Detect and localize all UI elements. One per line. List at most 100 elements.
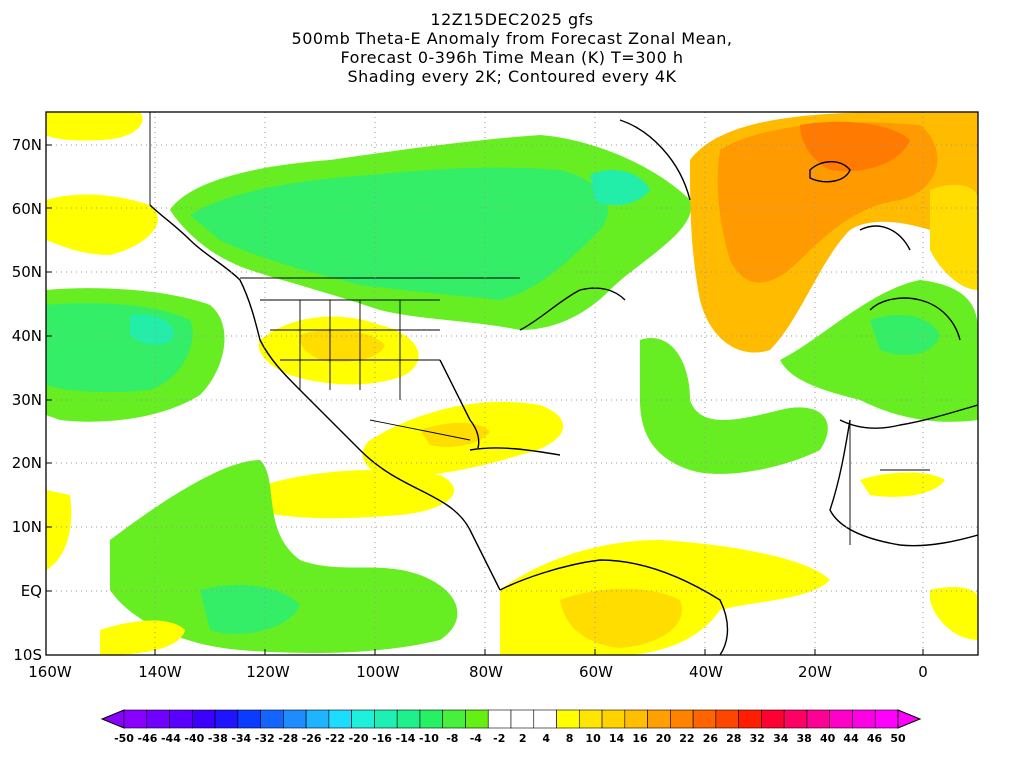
colorbar-tick-label: -26 — [302, 732, 322, 745]
colorbar-swatch — [783, 709, 808, 729]
lon-label: 100W — [356, 663, 400, 681]
colorbar-swatch — [715, 709, 739, 729]
colorbar-tick-label: -16 — [372, 732, 392, 745]
colorbar-swatch — [874, 709, 899, 729]
colorbar-tick-label: 34 — [773, 732, 789, 745]
colorbar-swatch — [510, 709, 535, 729]
lon-label: 0 — [918, 663, 928, 681]
colorbar-swatch — [852, 709, 876, 729]
atlantic-negative-band — [640, 338, 828, 474]
colorbar-swatch — [260, 709, 284, 729]
colorbar-tick-label: -46 — [138, 732, 158, 745]
colorbar-labels: -50 -46 -44 -40 -38 -34 -32 -28 -26 -22 -20 -16 -14-… — [114, 732, 906, 745]
gulf-core-anomaly — [420, 422, 490, 447]
colorbar-swatch — [761, 709, 785, 729]
lat-label: 60N — [12, 200, 42, 218]
political-boundaries — [149, 112, 930, 545]
colorbar-tick-label: 40 — [820, 732, 836, 745]
colorbar-tick-label: 22 — [679, 732, 694, 745]
colorbar-tick-label: 2 — [519, 732, 527, 745]
west-edge-positive — [46, 490, 72, 570]
colorbar-tick-label: 4 — [542, 732, 550, 745]
north-atlantic-peak — [800, 121, 910, 172]
graticule — [46, 112, 978, 655]
colorbar-swatch — [442, 709, 466, 729]
lat-label: 30N — [12, 391, 42, 409]
colorbar-swatch — [624, 709, 648, 729]
colorbar-swatch — [487, 709, 512, 729]
colorbar-swatch — [578, 709, 603, 729]
colorbar-tick-label: -4 — [470, 732, 483, 745]
colorbar-swatch — [283, 709, 307, 729]
colorbar-tick-label: -34 — [231, 732, 251, 745]
lon-label: 60W — [579, 663, 613, 681]
colorbar-tick-label: 10 — [585, 732, 601, 745]
colorbar-tick-label: 16 — [632, 732, 648, 745]
title-contour-info: Shading every 2K; Contoured every 4K — [347, 67, 677, 86]
colorbar-swatch — [374, 709, 398, 729]
colorbar-tick-label: -40 — [184, 732, 204, 745]
colorbar-tick-label: -22 — [325, 732, 345, 745]
labrador-anomaly — [590, 170, 650, 206]
tropical-yellow-band — [250, 470, 455, 519]
lat-ticks — [46, 144, 52, 592]
lat-label: 40N — [12, 327, 42, 345]
colorbar — [100, 709, 922, 729]
colorbar-tick-label: -10 — [419, 732, 439, 745]
europe-positive-edge — [930, 184, 978, 290]
lon-label: 20W — [798, 663, 832, 681]
colorbar-tick-label: -20 — [349, 732, 369, 745]
arctic-positive-anomaly — [46, 112, 143, 141]
colorbar-tick-label: 8 — [566, 732, 574, 745]
colorbar-min-arrow — [100, 709, 125, 729]
colorbar-tick-label: 50 — [890, 732, 906, 745]
colorbar-tick-label: -14 — [396, 732, 416, 745]
canada-core-anomaly — [190, 167, 608, 300]
colorbar-tick-label: 32 — [750, 732, 765, 745]
colorbar-swatch — [305, 709, 330, 729]
title-date-model: 12Z15DEC2025 gfs — [430, 10, 594, 29]
colorbar-tick-label: 38 — [797, 732, 812, 745]
colorbar-swatch — [123, 709, 148, 729]
lat-label: 70N — [12, 136, 42, 154]
lat-label: 10N — [12, 518, 42, 536]
lat-label: 20N — [12, 454, 42, 472]
colorbar-swatch — [419, 709, 444, 729]
colorbar-swatch — [214, 709, 239, 729]
colorbar-tick-label: 20 — [656, 732, 672, 745]
colorbar-swatch — [670, 709, 694, 729]
latitude-axis: 70N 60N 50N 40N 30N 20N 10N EQ 10S — [12, 136, 42, 664]
lon-label: 120W — [246, 663, 290, 681]
lon-label: 140W — [138, 663, 182, 681]
west-africa-positive — [860, 472, 945, 497]
south-america-core — [560, 588, 682, 648]
se-atlantic-positive — [930, 587, 978, 640]
colorbar-swatch — [829, 709, 853, 729]
lon-label: 40W — [689, 663, 723, 681]
colorbar-tick-label: -28 — [278, 732, 298, 745]
europe-negative-anomaly — [780, 280, 978, 422]
colorbar-tick-label: -38 — [208, 732, 228, 745]
colorbar-swatch — [533, 709, 557, 729]
colorbar-tick-label: -2 — [493, 732, 505, 745]
alaska-positive-anomaly — [46, 194, 158, 255]
colorbar-tick-label: -44 — [161, 732, 181, 745]
anomaly-field — [46, 112, 978, 655]
lat-label: 50N — [12, 263, 42, 281]
coastlines — [149, 119, 978, 655]
colorbar-tick-label: -32 — [255, 732, 275, 745]
colorbar-swatch — [601, 709, 626, 729]
colorbar-tick-label: 26 — [703, 732, 719, 745]
eastern-pacific-core — [200, 585, 300, 634]
colorbar-swatch — [191, 709, 216, 729]
lon-label: 80W — [469, 663, 503, 681]
sw-us-core-anomaly — [299, 329, 385, 362]
colorbar-swatch — [169, 709, 193, 729]
colorbar-swatch — [465, 709, 489, 729]
eastern-pacific-negative-anomaly — [110, 460, 458, 653]
colorbar-max-arrow — [897, 709, 922, 729]
title-forecast-period: Forecast 0-396h Time Mean (K) T=300 h — [340, 48, 684, 67]
colorbar-tick-label: 44 — [843, 732, 859, 745]
colorbar-tick-label: -50 — [114, 732, 134, 745]
